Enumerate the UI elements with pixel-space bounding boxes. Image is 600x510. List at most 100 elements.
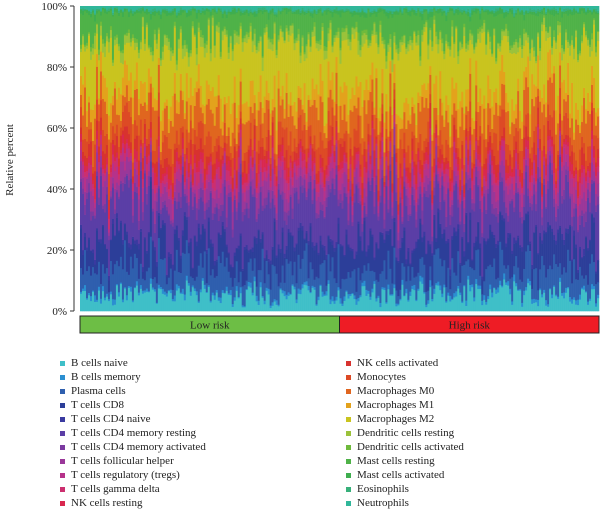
bar-segment bbox=[159, 213, 163, 229]
bar-segment bbox=[82, 10, 85, 16]
bar-segment bbox=[465, 128, 468, 137]
bar-segment bbox=[333, 161, 336, 169]
bar-segment bbox=[229, 6, 233, 12]
bar-segment bbox=[82, 188, 85, 195]
bar-segment bbox=[171, 269, 175, 290]
bar-segment bbox=[241, 14, 244, 39]
bar-segment bbox=[111, 65, 115, 96]
bar-segment bbox=[253, 159, 256, 164]
sample-bar bbox=[427, 6, 430, 312]
bar-segment bbox=[463, 10, 466, 13]
bar-segment bbox=[497, 48, 500, 105]
bar-segment bbox=[431, 8, 434, 13]
bar-segment bbox=[173, 149, 177, 168]
bar-segment bbox=[149, 176, 153, 182]
bar-segment bbox=[233, 169, 236, 175]
bar-segment bbox=[467, 149, 470, 161]
bar-segment bbox=[425, 10, 428, 21]
bar-segment bbox=[263, 180, 266, 199]
bar-segment bbox=[483, 193, 486, 197]
bar-segment bbox=[185, 219, 189, 241]
bar-segment bbox=[281, 99, 284, 128]
bar-segment bbox=[333, 247, 336, 252]
bar-segment bbox=[163, 34, 167, 36]
bar-segment bbox=[441, 50, 444, 103]
bar-segment bbox=[279, 10, 282, 12]
bar-segment bbox=[215, 168, 219, 174]
bar-segment bbox=[169, 292, 173, 312]
bar-segment bbox=[95, 171, 99, 177]
bar-segment bbox=[431, 6, 434, 9]
bar-segment bbox=[161, 219, 165, 225]
sample-bar bbox=[397, 6, 400, 312]
bar-segment bbox=[345, 161, 348, 164]
bar-segment bbox=[375, 117, 378, 137]
bar-segment bbox=[211, 15, 215, 18]
bar-segment bbox=[487, 102, 490, 126]
bar-segment bbox=[503, 279, 506, 312]
bar-segment bbox=[85, 192, 89, 200]
bar-segment bbox=[403, 181, 406, 187]
bar-segment bbox=[503, 35, 506, 72]
bar-segment bbox=[477, 288, 480, 312]
bar-segment bbox=[189, 163, 193, 167]
bar-segment bbox=[99, 167, 103, 177]
bar-segment bbox=[405, 205, 408, 260]
bar-segment bbox=[119, 283, 123, 312]
bar-segment bbox=[91, 173, 95, 181]
bar-segment bbox=[431, 255, 434, 286]
bar-segment bbox=[369, 230, 372, 272]
bar-segment bbox=[383, 48, 386, 123]
bar-segment bbox=[127, 80, 131, 101]
bar-segment bbox=[229, 43, 233, 114]
bar-segment bbox=[261, 146, 264, 160]
bar-segment bbox=[323, 10, 326, 12]
bar-segment bbox=[403, 153, 406, 158]
sample-bar bbox=[293, 6, 296, 312]
bar-segment bbox=[101, 285, 105, 292]
bar-segment bbox=[165, 8, 169, 12]
bar-segment bbox=[427, 19, 430, 44]
bar-segment bbox=[203, 9, 207, 11]
bar-segment bbox=[415, 15, 418, 37]
bar-segment bbox=[191, 285, 195, 288]
bar-segment bbox=[215, 13, 219, 25]
bar-segment bbox=[477, 154, 480, 160]
bar-segment bbox=[427, 59, 430, 84]
bar-segment bbox=[487, 9, 490, 11]
bar-segment bbox=[93, 264, 97, 274]
bar-segment bbox=[457, 228, 460, 252]
bar-segment bbox=[171, 163, 175, 184]
bar-segment bbox=[213, 260, 217, 266]
bar-segment bbox=[167, 277, 171, 291]
bar-segment bbox=[257, 51, 260, 92]
bar-segment bbox=[253, 280, 256, 312]
bar-segment bbox=[447, 144, 450, 162]
bar-segment bbox=[109, 6, 113, 10]
bar-segment bbox=[219, 128, 223, 147]
bar-segment bbox=[89, 51, 93, 60]
bar-segment bbox=[279, 31, 282, 97]
bar-segment bbox=[97, 154, 101, 163]
bar-segment bbox=[221, 30, 225, 32]
bar-segment bbox=[383, 260, 386, 288]
sample-bar bbox=[159, 6, 163, 312]
bar-segment bbox=[85, 157, 89, 167]
bar-segment bbox=[327, 165, 330, 177]
bar-segment bbox=[401, 6, 404, 12]
bar-segment bbox=[191, 28, 195, 96]
bar-segment bbox=[415, 137, 418, 155]
bar-segment bbox=[275, 153, 278, 166]
bar-segment bbox=[203, 43, 207, 49]
bar-segment bbox=[353, 6, 356, 11]
bar-segment bbox=[105, 293, 109, 297]
bar-segment bbox=[391, 58, 394, 61]
bar-segment bbox=[477, 184, 480, 187]
bar-segment bbox=[123, 288, 127, 312]
bar-segment bbox=[463, 199, 466, 209]
bar-segment bbox=[147, 44, 151, 48]
bar-segment bbox=[413, 104, 416, 114]
bar-segment bbox=[439, 98, 442, 131]
bar-segment bbox=[155, 201, 159, 212]
bar-segment bbox=[199, 14, 203, 31]
